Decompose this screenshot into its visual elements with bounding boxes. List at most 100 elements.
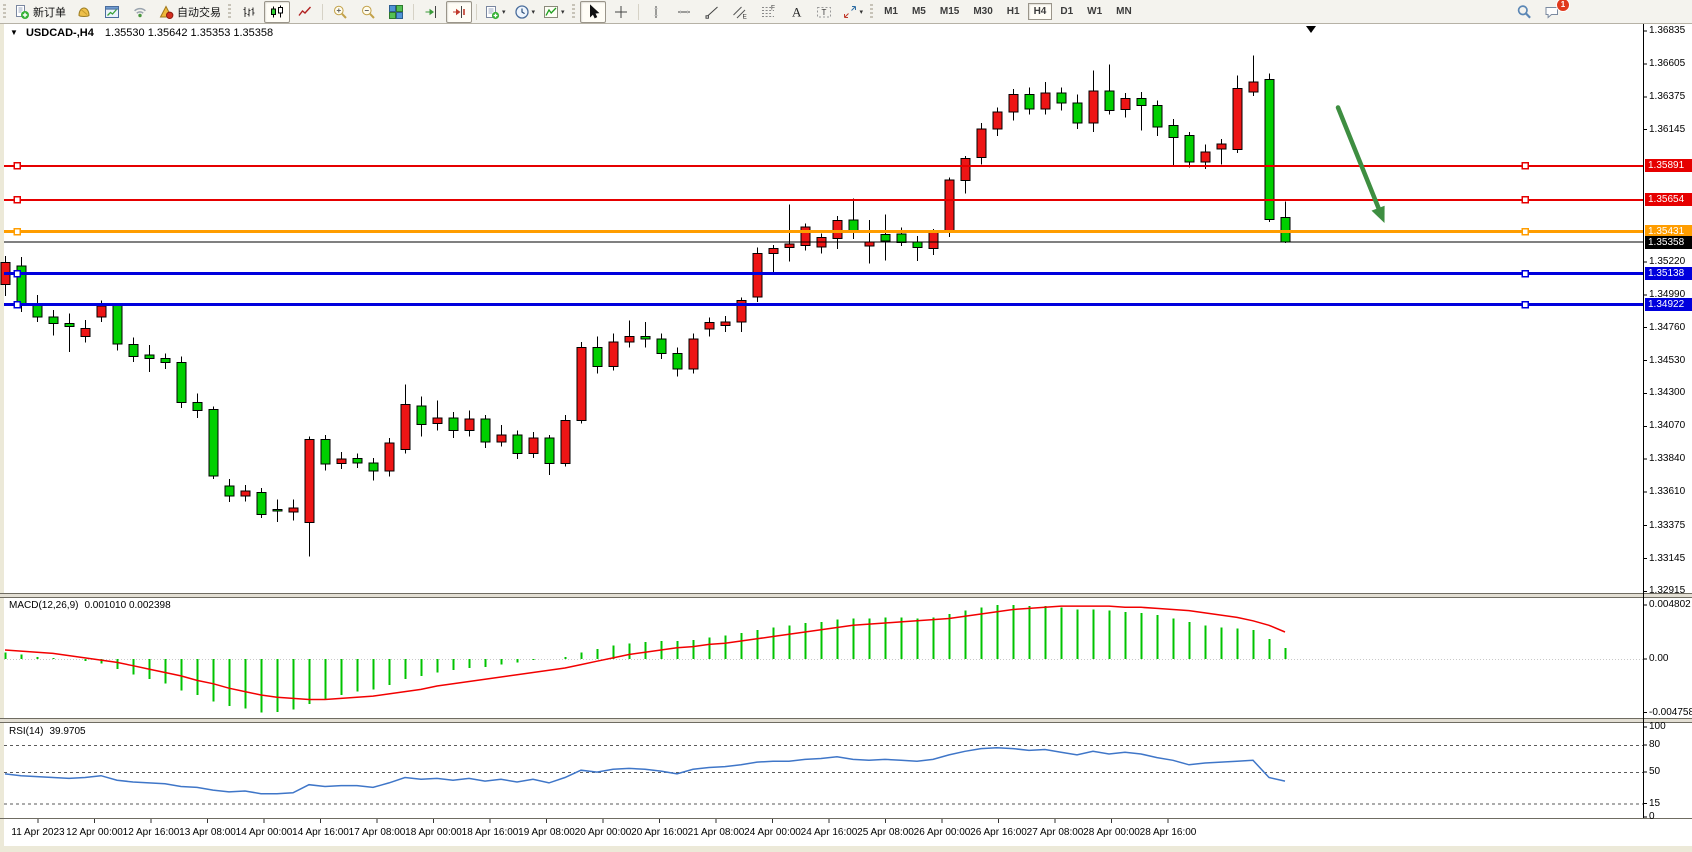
price-axis-tick: 1.33375 bbox=[1649, 519, 1686, 531]
timeframe-button-w1[interactable]: W1 bbox=[1087, 6, 1103, 17]
time-axis-label: 25 Apr 08:00 bbox=[857, 827, 914, 838]
text-label-button[interactable]: T bbox=[811, 1, 837, 23]
price-axis-tick: 1.33145 bbox=[1649, 552, 1686, 564]
auto-scroll-button[interactable] bbox=[418, 1, 444, 23]
price-axis-tick: 1.36835 bbox=[1649, 25, 1686, 36]
signals-button[interactable] bbox=[127, 1, 153, 23]
vertical-line-button[interactable] bbox=[643, 1, 669, 23]
line-handle[interactable] bbox=[1521, 162, 1529, 170]
toolbar-grip bbox=[3, 3, 6, 20]
time-axis-label: 18 Apr 00:00 bbox=[405, 827, 462, 838]
new-order-menu-button[interactable]: ▾ bbox=[481, 1, 509, 23]
time-axis-label: 14 Apr 16:00 bbox=[292, 827, 349, 838]
cursor-button[interactable] bbox=[579, 0, 606, 23]
timeframe-button-m15[interactable]: M15 bbox=[939, 6, 960, 17]
timeframe-button-m1[interactable]: M1 bbox=[884, 6, 898, 17]
time-axis-label: 17 Apr 08:00 bbox=[348, 827, 406, 838]
candle-chart-button[interactable] bbox=[264, 0, 290, 23]
tile-icon bbox=[389, 4, 403, 19]
toolbar-grip bbox=[870, 3, 874, 20]
time-axis-label: 18 Apr 16:00 bbox=[461, 827, 519, 838]
line-handle[interactable] bbox=[13, 162, 21, 170]
cursor-icon bbox=[589, 3, 599, 18]
time-axis-label: 24 Apr 00:00 bbox=[744, 827, 801, 838]
indicators-icon bbox=[544, 5, 559, 18]
line-chart-icon bbox=[298, 6, 312, 16]
auto-scroll-icon bbox=[425, 5, 436, 18]
market-watch-button[interactable] bbox=[71, 1, 97, 23]
line-chart-button[interactable] bbox=[292, 1, 318, 23]
new-chart-button[interactable] bbox=[99, 1, 125, 23]
rsi-axis-tick: 15 bbox=[1649, 797, 1661, 809]
price-axis-tick: 1.34990 bbox=[1649, 288, 1686, 300]
rsi-axis-tick: 50 bbox=[1649, 766, 1661, 778]
timeframe-button-h4[interactable]: H4 bbox=[1027, 3, 1053, 20]
price-tag-1.34922: 1.34922 bbox=[1645, 298, 1692, 312]
time-axis-label: 19 Apr 08:00 bbox=[518, 827, 575, 838]
price-tag-1.35358: 1.35358 bbox=[1645, 235, 1692, 249]
time-axis-label: 20 Apr 16:00 bbox=[631, 827, 688, 838]
tile-windows-button[interactable] bbox=[383, 1, 409, 23]
dropdown-caret-icon[interactable]: ▾ bbox=[531, 8, 536, 16]
bar-chart-button[interactable] bbox=[236, 1, 262, 23]
search-icon bbox=[1517, 4, 1531, 19]
macd-axis-tick: -0.004758 bbox=[1649, 706, 1692, 718]
dropdown-caret-icon[interactable]: ▾ bbox=[561, 8, 565, 16]
line-handle[interactable] bbox=[1521, 196, 1529, 204]
chart-shift-marker-icon[interactable] bbox=[1306, 26, 1316, 33]
chart-title: ▼ USDCAD-,H4 1.35530 1.35642 1.35353 1.3… bbox=[10, 27, 273, 39]
timeframe-button-d1[interactable]: D1 bbox=[1060, 6, 1074, 17]
chart-open: 1.35530 bbox=[104, 27, 145, 39]
time-axis-label: 12 Apr 00:00 bbox=[66, 827, 123, 838]
toolbar-button-label: 自动交易 bbox=[177, 6, 221, 19]
line-handle[interactable] bbox=[13, 300, 21, 309]
rsi-axis-tick: 100 bbox=[1649, 721, 1666, 732]
notifications-button[interactable]: 1 bbox=[1539, 0, 1570, 23]
line-handle[interactable] bbox=[13, 227, 21, 236]
new-chart-icon bbox=[105, 5, 119, 18]
horizontal-line-button[interactable] bbox=[671, 1, 697, 23]
autotrading-button[interactable]: 自动交易 bbox=[155, 1, 224, 23]
arrows-button[interactable]: ▾ bbox=[839, 1, 867, 23]
line-handle[interactable] bbox=[13, 269, 21, 278]
toolbar-grip bbox=[571, 3, 575, 20]
timeframe-button-mn[interactable]: MN bbox=[1116, 6, 1132, 17]
zoom-out-button[interactable] bbox=[355, 1, 381, 23]
crosshair-button[interactable] bbox=[608, 1, 634, 23]
timeframe-button-m5[interactable]: M5 bbox=[911, 6, 926, 17]
time-axis-label: 27 Apr 08:00 bbox=[1026, 827, 1084, 838]
search-button[interactable] bbox=[1511, 1, 1537, 23]
candles-icon bbox=[271, 5, 283, 17]
chart-shift-button[interactable] bbox=[446, 0, 472, 23]
dropdown-caret-icon[interactable]: ▾ bbox=[859, 8, 864, 16]
line-handle[interactable] bbox=[1521, 269, 1529, 278]
toolbar-separator bbox=[413, 3, 414, 20]
down-arrow-annotation[interactable] bbox=[1335, 105, 1385, 223]
chart-menu-icon[interactable]: ▼ bbox=[10, 28, 18, 37]
indicators-menu-button[interactable]: ▾ bbox=[540, 1, 568, 23]
channel-icon: E bbox=[732, 6, 747, 20]
equidistant-channel-button[interactable]: E bbox=[727, 1, 753, 23]
periods-menu-button[interactable]: ▾ bbox=[511, 1, 539, 23]
label-tool-icon: T bbox=[816, 6, 831, 17]
svg-text:A: A bbox=[792, 4, 802, 19]
price-tag-1.35138: 1.35138 bbox=[1645, 267, 1692, 281]
vline-icon bbox=[654, 5, 658, 18]
panel-frame bbox=[0, 24, 1692, 819]
line-handle[interactable] bbox=[13, 196, 21, 204]
text-button[interactable]: A bbox=[783, 1, 809, 23]
trendline-button[interactable] bbox=[699, 1, 725, 23]
line-handle[interactable] bbox=[1521, 227, 1529, 236]
timeframe-button-m30[interactable]: M30 bbox=[973, 6, 993, 17]
line-handle[interactable] bbox=[1521, 300, 1529, 309]
macd-signal-line bbox=[4, 605, 1286, 701]
zoom-in-button[interactable] bbox=[327, 1, 353, 23]
timeframe-button-h1[interactable]: H1 bbox=[1006, 6, 1020, 17]
zoom-in-icon bbox=[334, 5, 347, 19]
dropdown-caret-icon[interactable]: ▾ bbox=[502, 8, 506, 16]
time-axis-label: 12 Apr 16:00 bbox=[122, 827, 180, 838]
horizontal-line-objects[interactable] bbox=[4, 162, 1643, 309]
fibonacci-button[interactable]: F bbox=[755, 1, 781, 23]
new-order-button[interactable]: 新订单 bbox=[11, 1, 69, 23]
